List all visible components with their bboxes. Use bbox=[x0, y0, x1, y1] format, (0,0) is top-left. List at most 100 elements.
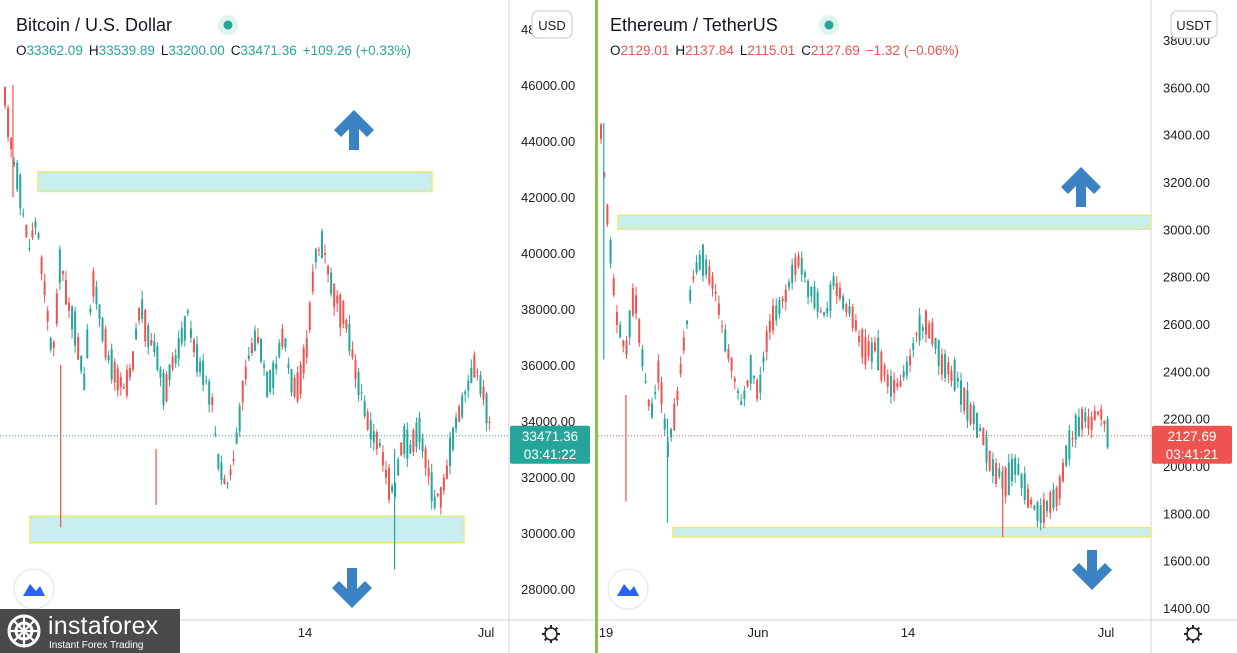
candle-body bbox=[752, 376, 755, 379]
tradingview-logo-icon[interactable] bbox=[607, 568, 649, 610]
candle-body bbox=[874, 342, 877, 352]
gear-ring[interactable] bbox=[1186, 627, 1200, 641]
gear-tooth[interactable] bbox=[1185, 637, 1190, 642]
candle-body bbox=[1033, 505, 1036, 510]
ohlc-key: C bbox=[231, 43, 241, 58]
candle-body bbox=[281, 328, 284, 347]
candle-body bbox=[467, 380, 470, 391]
arrow-shape bbox=[334, 110, 374, 150]
candle-body bbox=[202, 360, 205, 385]
y-tick-label: 1600.00 bbox=[1163, 554, 1210, 569]
candle-body bbox=[889, 375, 892, 397]
candle-body bbox=[781, 298, 784, 301]
resistance-zone[interactable] bbox=[37, 171, 433, 193]
candle-body bbox=[635, 295, 638, 314]
candle-body bbox=[391, 486, 394, 492]
candle-body bbox=[455, 417, 458, 429]
instaforex-watermark: instaforex Instant Forex Trading bbox=[0, 609, 180, 653]
gear-tooth[interactable] bbox=[543, 626, 548, 631]
candle-body bbox=[1097, 411, 1100, 415]
candle-body bbox=[1103, 420, 1106, 425]
candle-body bbox=[278, 342, 281, 357]
chart-title: Ethereum / TetherUS bbox=[610, 15, 778, 35]
gear-ring[interactable] bbox=[544, 627, 558, 641]
settings-gear-icon[interactable] bbox=[542, 625, 560, 643]
ohlc-value: 2129.01 bbox=[621, 43, 670, 58]
candle-body bbox=[1074, 415, 1077, 440]
candle-body bbox=[452, 427, 455, 450]
candle-body bbox=[49, 338, 52, 350]
logo-mountain[interactable] bbox=[617, 584, 639, 596]
candle-body bbox=[150, 339, 153, 345]
candle-body bbox=[689, 289, 692, 301]
support-zone[interactable] bbox=[29, 515, 465, 544]
eth-chart-pane[interactable]: 3800.00 3600.00 3400.00 3200.00 3000.00 2800.… bbox=[598, 0, 1237, 653]
candle-body bbox=[83, 373, 86, 391]
candle-body bbox=[354, 360, 357, 380]
pane-divider[interactable] bbox=[595, 0, 598, 653]
candle-body bbox=[998, 468, 1001, 477]
settings-gear-icon[interactable] bbox=[1184, 625, 1202, 643]
candle-body bbox=[749, 355, 752, 384]
currency-label[interactable]: USD bbox=[538, 18, 565, 33]
candle-body bbox=[141, 298, 144, 319]
candle-body bbox=[470, 367, 473, 384]
resistance-zone[interactable] bbox=[617, 214, 1152, 231]
candles-group bbox=[4, 85, 491, 570]
candle-body bbox=[960, 380, 963, 405]
candle-body bbox=[34, 221, 37, 228]
currency-label[interactable]: USDT bbox=[1176, 18, 1211, 33]
candle-body bbox=[1065, 445, 1068, 467]
candle-body bbox=[931, 322, 934, 345]
arrow-shape bbox=[332, 568, 372, 608]
candle-body bbox=[412, 429, 415, 452]
candle-body bbox=[695, 262, 698, 273]
btc-chart[interactable]: 46000.00 44000.00 42000.00 40000.00 38000.00… bbox=[0, 0, 595, 653]
candle-body bbox=[947, 362, 950, 375]
candle-body bbox=[31, 230, 34, 238]
candle-body bbox=[1017, 464, 1020, 475]
candle-body bbox=[68, 302, 71, 311]
candle-body bbox=[628, 310, 631, 338]
candle-body bbox=[351, 349, 354, 358]
candle-body bbox=[162, 372, 165, 405]
market-status-dot[interactable] bbox=[223, 20, 233, 30]
logo-mountain[interactable] bbox=[23, 584, 45, 596]
candle-body bbox=[1049, 492, 1052, 513]
currency-badge[interactable] bbox=[1170, 10, 1218, 39]
gear-tooth[interactable] bbox=[1196, 626, 1201, 631]
candle-body bbox=[256, 336, 259, 343]
candle-body bbox=[784, 289, 787, 303]
candle-body bbox=[768, 320, 771, 333]
candle-body bbox=[345, 320, 348, 329]
eth-chart[interactable]: 3800.003600.003400.003200.003000.002800.… bbox=[598, 0, 1237, 653]
candle-body bbox=[144, 309, 147, 342]
candle-body bbox=[116, 368, 119, 391]
candle-body bbox=[366, 411, 369, 430]
candle-body bbox=[896, 383, 899, 387]
gear-tooth[interactable] bbox=[543, 637, 548, 642]
btc-chart-pane[interactable]: 46000.00 44000.00 42000.00 40000.00 38000.00… bbox=[0, 0, 595, 653]
market-status-dot[interactable] bbox=[824, 20, 834, 30]
gear-tooth[interactable] bbox=[554, 637, 559, 642]
gear-tooth[interactable] bbox=[1196, 637, 1201, 642]
candle-body bbox=[189, 328, 192, 338]
candle-body bbox=[647, 399, 650, 406]
candle-body bbox=[657, 360, 660, 383]
support-zone[interactable] bbox=[672, 526, 1152, 538]
tradingview-logo-icon[interactable] bbox=[13, 568, 55, 610]
candle-body bbox=[458, 406, 461, 422]
y-tick-label: 3400.00 bbox=[1163, 128, 1210, 143]
candle-body bbox=[122, 386, 125, 389]
candle-body bbox=[807, 280, 810, 297]
candle-body bbox=[721, 325, 724, 327]
candle-body bbox=[299, 364, 302, 395]
gear-tooth[interactable] bbox=[1185, 626, 1190, 631]
currency-badge[interactable] bbox=[531, 10, 573, 39]
candle-body bbox=[1087, 416, 1090, 429]
candle-body bbox=[724, 329, 727, 352]
candle-body bbox=[132, 351, 135, 370]
candle-body bbox=[737, 390, 740, 394]
gear-tooth[interactable] bbox=[554, 626, 559, 631]
candle-body bbox=[381, 452, 384, 466]
